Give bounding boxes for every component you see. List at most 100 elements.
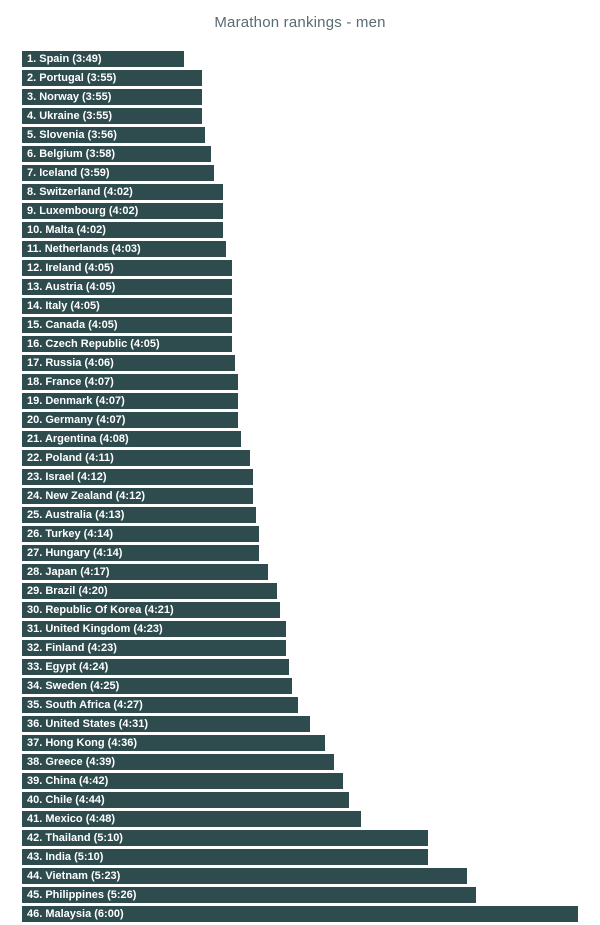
bar-label: 33. Egypt (4:24) xyxy=(27,661,108,673)
bar: 15. Canada (4:05) xyxy=(22,317,232,333)
bar: 7. Iceland (3:59) xyxy=(22,165,214,181)
bar: 14. Italy (4:05) xyxy=(22,298,232,314)
bar-row: 23. Israel (4:12) xyxy=(22,467,578,486)
bar: 17. Russia (4:06) xyxy=(22,355,235,371)
bar-row: 4. Ukraine (3:55) xyxy=(22,106,578,125)
bar-label: 16. Czech Republic (4:05) xyxy=(27,338,160,350)
bar-row: 28. Japan (4:17) xyxy=(22,562,578,581)
bar-row: 42. Thailand (5:10) xyxy=(22,828,578,847)
bar-label: 28. Japan (4:17) xyxy=(27,566,110,578)
bar: 18. France (4:07) xyxy=(22,374,238,390)
bar: 29. Brazil (4:20) xyxy=(22,583,277,599)
bar: 3. Norway (3:55) xyxy=(22,89,202,105)
bar-label: 25. Australia (4:13) xyxy=(27,509,124,521)
bar-row: 6. Belgium (3:58) xyxy=(22,144,578,163)
bar-row: 26. Turkey (4:14) xyxy=(22,524,578,543)
bar: 30. Republic Of Korea (4:21) xyxy=(22,602,280,618)
bar: 43. India (5:10) xyxy=(22,849,428,865)
bar-row: 5. Slovenia (3:56) xyxy=(22,125,578,144)
bar: 24. New Zealand (4:12) xyxy=(22,488,253,504)
bar-label: 9. Luxembourg (4:02) xyxy=(27,205,138,217)
bar-label: 18. France (4:07) xyxy=(27,376,114,388)
bar-row: 35. South Africa (4:27) xyxy=(22,695,578,714)
bar: 22. Poland (4:11) xyxy=(22,450,250,466)
bar-label: 17. Russia (4:06) xyxy=(27,357,114,369)
bar-label: 46. Malaysia (6:00) xyxy=(27,908,124,920)
bar-label: 19. Denmark (4:07) xyxy=(27,395,125,407)
bar: 28. Japan (4:17) xyxy=(22,564,268,580)
chart-container: Marathon rankings - men 1. Spain (3:49)2… xyxy=(0,0,600,923)
bar-row: 41. Mexico (4:48) xyxy=(22,809,578,828)
bar-row: 32. Finland (4:23) xyxy=(22,638,578,657)
bar-label: 32. Finland (4:23) xyxy=(27,642,117,654)
bar-row: 14. Italy (4:05) xyxy=(22,296,578,315)
bar-label: 13. Austria (4:05) xyxy=(27,281,115,293)
bar-label: 24. New Zealand (4:12) xyxy=(27,490,145,502)
bar-label: 6. Belgium (3:58) xyxy=(27,148,115,160)
bar: 10. Malta (4:02) xyxy=(22,222,223,238)
bar-label: 20. Germany (4:07) xyxy=(27,414,125,426)
bar: 41. Mexico (4:48) xyxy=(22,811,361,827)
bar: 11. Netherlands (4:03) xyxy=(22,241,226,257)
bar-row: 27. Hungary (4:14) xyxy=(22,543,578,562)
bar-label: 43. India (5:10) xyxy=(27,851,103,863)
bar: 38. Greece (4:39) xyxy=(22,754,334,770)
bar-label: 31. United Kingdom (4:23) xyxy=(27,623,163,635)
chart-title: Marathon rankings - men xyxy=(0,14,600,31)
bar-label: 39. China (4:42) xyxy=(27,775,108,787)
bar-row: 33. Egypt (4:24) xyxy=(22,657,578,676)
bar-label: 14. Italy (4:05) xyxy=(27,300,100,312)
bar-label: 40. Chile (4:44) xyxy=(27,794,105,806)
bar-row: 16. Czech Republic (4:05) xyxy=(22,334,578,353)
bar: 8. Switzerland (4:02) xyxy=(22,184,223,200)
bar-label: 12. Ireland (4:05) xyxy=(27,262,114,274)
bar-label: 35. South Africa (4:27) xyxy=(27,699,143,711)
bar: 20. Germany (4:07) xyxy=(22,412,238,428)
bar-label: 42. Thailand (5:10) xyxy=(27,832,123,844)
bar-row: 13. Austria (4:05) xyxy=(22,277,578,296)
bar-label: 2. Portugal (3:55) xyxy=(27,72,116,84)
bar-label: 21. Argentina (4:08) xyxy=(27,433,129,445)
bar-label: 5. Slovenia (3:56) xyxy=(27,129,117,141)
bar: 6. Belgium (3:58) xyxy=(22,146,211,162)
bar: 16. Czech Republic (4:05) xyxy=(22,336,232,352)
bar-row: 10. Malta (4:02) xyxy=(22,220,578,239)
bar: 23. Israel (4:12) xyxy=(22,469,253,485)
bar-label: 45. Philippines (5:26) xyxy=(27,889,136,901)
bar: 4. Ukraine (3:55) xyxy=(22,108,202,124)
bar: 37. Hong Kong (4:36) xyxy=(22,735,325,751)
bar: 32. Finland (4:23) xyxy=(22,640,286,656)
bar: 12. Ireland (4:05) xyxy=(22,260,232,276)
bar-label: 44. Vietnam (5:23) xyxy=(27,870,120,882)
bar: 9. Luxembourg (4:02) xyxy=(22,203,223,219)
bar-row: 7. Iceland (3:59) xyxy=(22,163,578,182)
bar-row: 45. Philippines (5:26) xyxy=(22,885,578,904)
bar-row: 25. Australia (4:13) xyxy=(22,505,578,524)
bar-label: 26. Turkey (4:14) xyxy=(27,528,113,540)
bar-label: 30. Republic Of Korea (4:21) xyxy=(27,604,174,616)
bar-row: 18. France (4:07) xyxy=(22,372,578,391)
bar-label: 22. Poland (4:11) xyxy=(27,452,114,464)
bar-row: 31. United Kingdom (4:23) xyxy=(22,619,578,638)
bar-row: 17. Russia (4:06) xyxy=(22,353,578,372)
bar-row: 37. Hong Kong (4:36) xyxy=(22,733,578,752)
bar: 46. Malaysia (6:00) xyxy=(22,906,578,922)
bar-row: 2. Portugal (3:55) xyxy=(22,68,578,87)
bar-row: 9. Luxembourg (4:02) xyxy=(22,201,578,220)
bar-label: 11. Netherlands (4:03) xyxy=(27,243,141,255)
bar-label: 7. Iceland (3:59) xyxy=(27,167,110,179)
bar-row: 11. Netherlands (4:03) xyxy=(22,239,578,258)
bar-label: 10. Malta (4:02) xyxy=(27,224,106,236)
bar-row: 36. United States (4:31) xyxy=(22,714,578,733)
bar-label: 34. Sweden (4:25) xyxy=(27,680,119,692)
bar-row: 20. Germany (4:07) xyxy=(22,410,578,429)
bar: 34. Sweden (4:25) xyxy=(22,678,292,694)
bar-label: 4. Ukraine (3:55) xyxy=(27,110,112,122)
bar-row: 39. China (4:42) xyxy=(22,771,578,790)
bar: 21. Argentina (4:08) xyxy=(22,431,241,447)
bar: 19. Denmark (4:07) xyxy=(22,393,238,409)
bar-row: 19. Denmark (4:07) xyxy=(22,391,578,410)
bar-row: 22. Poland (4:11) xyxy=(22,448,578,467)
bar: 35. South Africa (4:27) xyxy=(22,697,298,713)
bar-row: 21. Argentina (4:08) xyxy=(22,429,578,448)
